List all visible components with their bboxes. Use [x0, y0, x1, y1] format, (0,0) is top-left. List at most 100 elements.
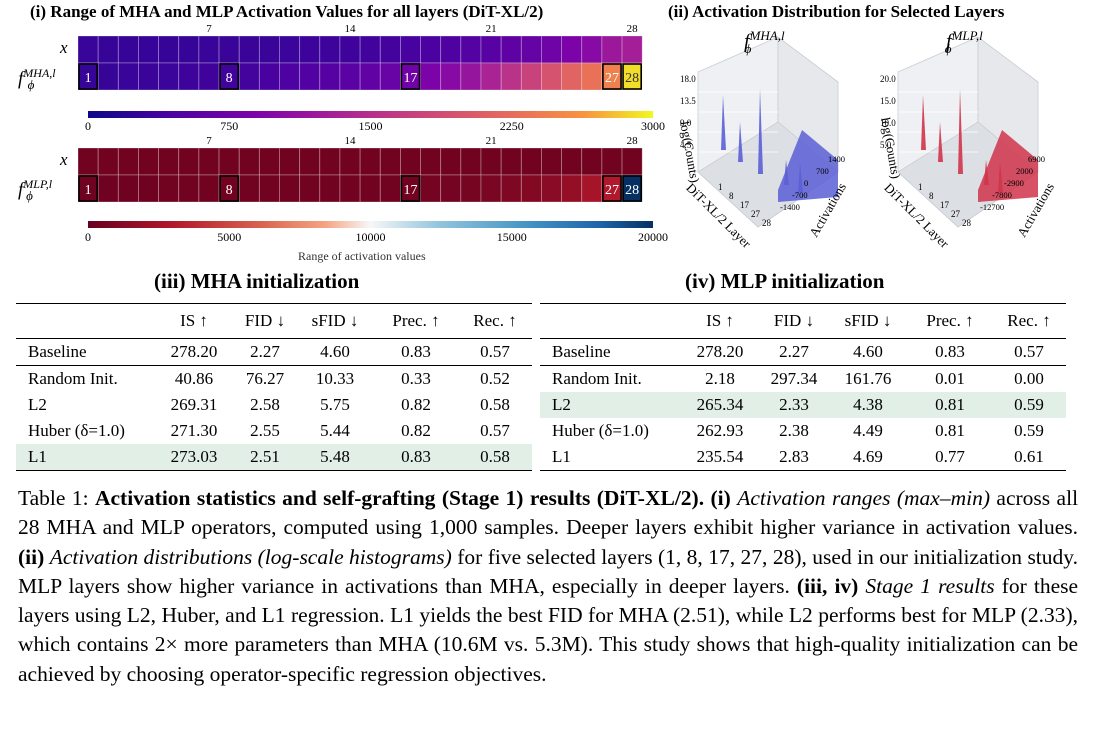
- heatmap-cell: [420, 62, 442, 91]
- heatmap-cell: [117, 62, 139, 91]
- colorbar-tick-label: 750: [220, 119, 238, 133]
- table-cell: 0.57: [992, 338, 1066, 366]
- table-cell: 0.57: [480, 421, 510, 440]
- highlighted-layer-label: 28: [625, 71, 639, 86]
- table-cell: 4.60: [296, 338, 374, 366]
- heatmap-cell: [279, 147, 301, 176]
- mha-f-symbol: f: [18, 68, 24, 90]
- col-header: FID ↓: [234, 303, 296, 339]
- heatmap-cell: [258, 174, 280, 203]
- table-iv-title: (iv) MLP initialization: [685, 269, 885, 293]
- highlighted-layer-box: [622, 175, 642, 202]
- heatmap-cell: [77, 35, 99, 64]
- mlp-distribution-func-label: fMLP,lϕ: [944, 28, 983, 57]
- table-cell: 2.83: [760, 444, 828, 471]
- heatmap-cell: [440, 35, 462, 64]
- table-cell: 4.60: [828, 338, 908, 366]
- highlighted-layer-label: 17: [403, 183, 417, 198]
- panel-i-title: (i) Range of MHA and MLP Activation Valu…: [30, 2, 544, 21]
- table-row: Huber (δ=1.0) 271.30 2.55 5.44 0.82 0.57: [16, 418, 532, 444]
- heatmap-cell: [138, 147, 159, 176]
- caption-tag-i: (i): [710, 486, 731, 510]
- heatmap-cell: [339, 35, 361, 64]
- heatmap-cell: [299, 35, 321, 64]
- heatmap-cell: [218, 147, 240, 176]
- heatmap-cell: [97, 174, 119, 203]
- heatmap-cell: [158, 147, 180, 176]
- heatmap-cell: [601, 35, 623, 64]
- table-cell: 0.57: [458, 338, 532, 366]
- table-cell: 2.55: [250, 421, 280, 440]
- heatmap-cell: [621, 174, 643, 203]
- table-cell: 76.27: [245, 369, 285, 388]
- heatmap-cell: [561, 62, 583, 91]
- colorbar-tick-label: 10000: [356, 230, 386, 244]
- heatmap-cell: [218, 35, 240, 64]
- x-tick-label: 28: [762, 218, 772, 228]
- heatmap-cell: [460, 62, 482, 91]
- heatmap-cell: [238, 35, 260, 64]
- heatmap-cell: [500, 62, 522, 91]
- z-tick-label: 9.0: [680, 118, 692, 128]
- y-tick-label: -7800: [992, 190, 1012, 200]
- table-cell: 262.93: [696, 421, 744, 440]
- mha-x-row-label: x: [60, 38, 68, 57]
- table-cell: 2.38: [779, 421, 809, 440]
- mha-dist-f: f: [744, 30, 750, 53]
- x-tick-label: 1: [918, 182, 923, 192]
- heatmap-cell: [440, 147, 462, 176]
- table-cell: 2.27: [760, 338, 828, 366]
- table-cell: 5.75: [320, 395, 350, 414]
- table-row: L2 269.31 2.58 5.75 0.82 0.58: [16, 392, 532, 418]
- activation-range-heatmaps: 1 8 17 27 28 7 14 21 28 1 8 17 27 28 7 14 21 28 0 750 1500…: [77, 23, 668, 244]
- highlighted-layer-label: 28: [625, 183, 639, 198]
- x-tick-label: 8: [929, 191, 934, 201]
- table-cell: 0.59: [1014, 421, 1044, 440]
- table-cell: 161.76: [844, 369, 892, 388]
- colorbar-tick-label: 2250: [500, 119, 524, 133]
- heatmap-cell: [198, 147, 220, 176]
- layer-tick-label: 28: [627, 23, 639, 35]
- row-label: L2: [28, 395, 47, 414]
- col-header: sFID ↓: [296, 303, 374, 339]
- heatmap-cell: [158, 174, 180, 203]
- heatmap-cell: [158, 62, 180, 91]
- table-cell: 2.27: [234, 338, 296, 366]
- mha-results-table: IS ↑ FID ↓ sFID ↓ Prec. ↑ Rec. ↑ Baselin…: [16, 303, 532, 471]
- col-header: FID ↓: [760, 303, 828, 339]
- x-tick-label: 27: [751, 209, 761, 219]
- x-tick-label: 27: [951, 209, 961, 219]
- heatmap-cell: [480, 35, 502, 64]
- distribution-spike: [721, 95, 726, 150]
- highlighted-layer-label: 17: [403, 71, 417, 86]
- heatmap-cell: [460, 147, 482, 176]
- table-cell: 0.33: [401, 369, 431, 388]
- table-row: Random Init. 2.18 297.34 161.76 0.01 0.0…: [540, 366, 1066, 393]
- highlighted-layer-label: 1: [85, 183, 92, 198]
- x-tick-label: 17: [940, 200, 950, 210]
- mlp-dist-sub: ϕ: [944, 40, 952, 56]
- col-header: Rec. ↑: [458, 303, 532, 339]
- caption-text-ii: for five selected layers (1, 8, 17, 27, …: [18, 544, 1079, 598]
- table-cell: 0.81: [908, 392, 992, 418]
- col-header: IS ↑: [680, 303, 760, 339]
- z-tick-label: 18.0: [680, 74, 696, 84]
- heatmap-cell: [279, 62, 301, 91]
- row-label: Baseline: [540, 338, 680, 366]
- col-header: IS ↑: [154, 303, 234, 339]
- highlighted-layer-label: 8: [226, 183, 233, 198]
- heatmap-cell: [520, 174, 542, 203]
- table-cell: 2.18: [705, 369, 735, 388]
- y-tick-label: -1400: [780, 202, 800, 212]
- colorbar-tick-label: 0: [85, 230, 91, 244]
- table-cell: 0.82: [401, 421, 431, 440]
- heatmap-cell: [541, 35, 563, 64]
- distribution-surface: [978, 130, 1038, 202]
- x-tick-label: 28: [962, 218, 972, 228]
- row-label: L2: [540, 392, 680, 418]
- mha-dist-sub: ϕ: [744, 40, 752, 56]
- caption-italic-iii-iv: Stage 1 results: [865, 573, 995, 598]
- heatmap-cell: [359, 62, 381, 91]
- heatmap-cell: [178, 147, 200, 176]
- table-cell: 0.77: [908, 444, 992, 471]
